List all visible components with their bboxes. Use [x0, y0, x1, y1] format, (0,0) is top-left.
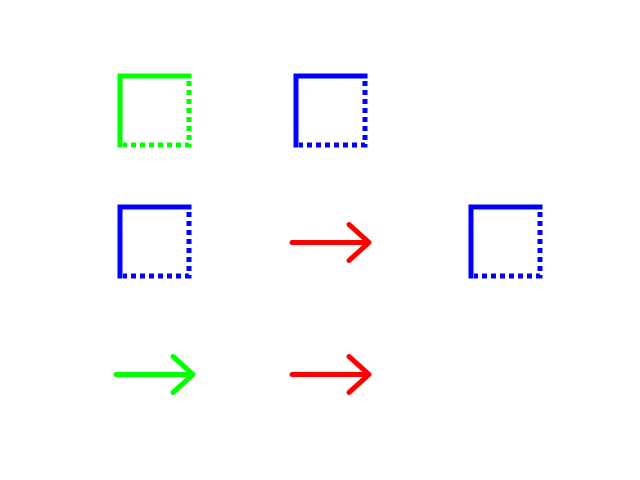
square-dotted-edge	[123, 212, 192, 279]
right-arrow-icon-r3c2	[289, 354, 372, 395]
square-dotted-edge	[299, 81, 368, 148]
half-dotted-square-icon-r1c1	[117, 73, 192, 148]
square-solid-edge	[468, 204, 543, 279]
square-solid-edge	[117, 73, 192, 148]
square-solid-edge	[293, 73, 368, 148]
arrow-head	[346, 354, 372, 395]
square-dotted-edge	[123, 81, 192, 148]
arrow-head	[346, 222, 372, 263]
right-arrow-icon-r2c2	[289, 222, 372, 263]
half-dotted-square-icon-r2c3	[468, 204, 543, 279]
half-dotted-square-icon-r2c1	[117, 204, 192, 279]
square-solid-edge	[117, 204, 192, 279]
arrow-head	[170, 354, 196, 395]
square-dotted-edge	[474, 212, 543, 279]
half-dotted-square-icon-r1c2	[293, 73, 368, 148]
right-arrow-icon-r3c1	[113, 354, 196, 395]
